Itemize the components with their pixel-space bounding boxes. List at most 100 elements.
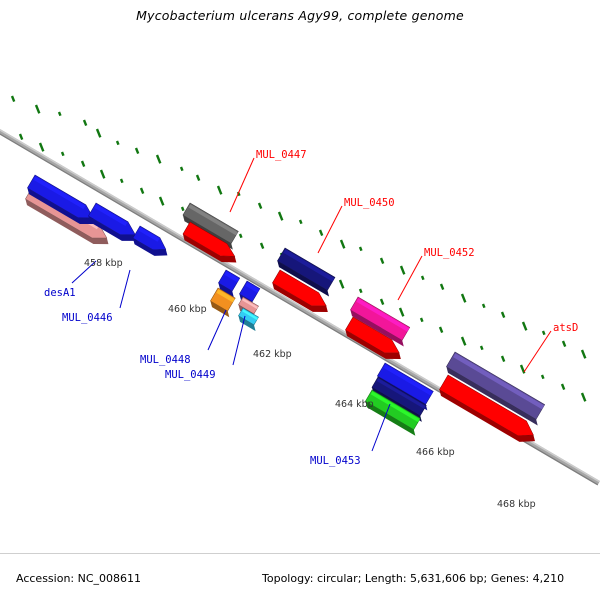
strand-tick-lower-0	[18, 133, 24, 141]
strand-tick-lower-3	[80, 160, 86, 168]
accession-text: Accession: NC_008611	[16, 572, 142, 585]
gene-label-desA1[interactable]: desA1	[44, 287, 76, 299]
leader-line-desA1	[71, 260, 97, 284]
feature-extrusion-face	[238, 315, 256, 332]
gene-feature-MUL_0446_b[interactable]	[86, 202, 143, 247]
feature-body[interactable]	[371, 376, 427, 417]
gene-label-MUL_0452[interactable]: MUL_0452	[424, 247, 475, 259]
feature-body[interactable]	[239, 280, 261, 302]
feature-body[interactable]	[210, 287, 236, 312]
feature-body[interactable]	[182, 202, 239, 244]
feature-highlight	[278, 271, 319, 297]
strand-tick-lower-2	[60, 151, 65, 157]
leader-line-MUL_0452	[397, 255, 423, 301]
feature-extrusion-face	[350, 309, 404, 347]
strand-tick-upper-4	[95, 128, 102, 138]
gene-label-MUL_0453[interactable]: MUL_0453	[310, 455, 361, 467]
leader-line-MUL_0447	[229, 157, 255, 213]
strand-tick-upper-27	[561, 340, 567, 348]
gene-feature-MUL_0450_red[interactable]	[270, 269, 334, 318]
gene-feature-atsD_red[interactable]	[437, 374, 541, 448]
gene-feature-layer[interactable]	[23, 174, 548, 448]
strand-tick-upper-25	[521, 321, 528, 331]
feature-body[interactable]	[218, 269, 241, 292]
strand-tick-upper-7	[155, 154, 162, 164]
feature-highlight	[224, 271, 240, 283]
strand-tick-upper-18	[379, 257, 385, 265]
strand-tick-lower-16	[338, 279, 345, 289]
strand-tick-layer	[10, 95, 587, 402]
feature-highlight	[376, 378, 426, 409]
feature-body[interactable]	[350, 296, 411, 341]
feature-highlight	[351, 318, 392, 344]
strand-tick-upper-23	[481, 303, 486, 309]
genome-metadata-text: Topology: circular; Length: 5,631,606 bp…	[262, 572, 565, 585]
feature-highlight	[370, 391, 420, 423]
feature-body[interactable]	[238, 307, 259, 326]
feature-highlight	[283, 249, 335, 282]
gene-feature-atsD_purple[interactable]	[444, 351, 548, 426]
strand-tick-lower-22	[460, 336, 467, 346]
strand-tick-upper-17	[358, 246, 363, 252]
gene-label-MUL_0449[interactable]: MUL_0449	[165, 369, 216, 381]
strand-tick-upper-19	[399, 265, 406, 275]
feature-highlight	[216, 289, 235, 303]
label-leader-line-layer	[71, 157, 552, 452]
strand-tick-upper-3	[82, 119, 88, 127]
feature-extrusion-face	[272, 282, 328, 312]
feature-highlight	[188, 223, 227, 248]
strand-tick-upper-26	[541, 330, 546, 336]
feature-body[interactable]	[277, 247, 336, 291]
feature-extrusion-face	[182, 234, 237, 263]
strand-tick-lower-24	[500, 355, 506, 363]
gene-feature-MUL_0446_c[interactable]	[131, 225, 174, 261]
feature-body[interactable]	[365, 389, 421, 430]
feature-highlight	[356, 298, 410, 332]
feature-extrusion-face	[439, 389, 536, 442]
strand-tick-upper-20	[420, 275, 425, 281]
ruler-label-466-kbp: 466 kbp	[416, 447, 455, 458]
feature-extrusion-face	[365, 401, 416, 436]
feature-highlight	[242, 298, 259, 309]
gene-feature-MUL_0452_red[interactable]	[343, 316, 407, 365]
feature-body[interactable]	[238, 296, 259, 315]
strand-tick-lower-28	[580, 392, 587, 402]
strand-tick-lower-20	[419, 317, 424, 323]
strand-tick-lower-19	[398, 307, 405, 317]
strand-tick-lower-6	[139, 187, 145, 195]
page-title: Mycobacterium ulcerans Agy99, complete g…	[136, 8, 464, 23]
gene-feature-MUL_0449_box3[interactable]	[236, 307, 262, 332]
gene-feature-MUL_0448_box2[interactable]	[208, 287, 239, 318]
leader-line-MUL_0448	[207, 309, 227, 351]
feature-highlight	[245, 282, 260, 293]
gene-feature-MUL_0453_green[interactable]	[363, 389, 424, 436]
gene-label-atsD[interactable]: atsD	[553, 322, 579, 334]
gene-feature-MUL_0452_mag[interactable]	[348, 296, 414, 347]
gene-label-MUL_0446[interactable]: MUL_0446	[62, 312, 113, 324]
strand-tick-upper-24	[500, 311, 506, 319]
gene-label-MUL_0447[interactable]: MUL_0447	[256, 149, 307, 161]
gene-feature-MUL_0447_red[interactable]	[181, 221, 243, 269]
gene-feature-MUL_0446_a[interactable]	[25, 174, 101, 231]
strand-tick-lower-1	[38, 142, 45, 152]
strand-tick-lower-21	[438, 326, 444, 334]
gene-feature-MUL_0448_box1[interactable]	[216, 269, 244, 298]
ruler-label-458-kbp: 458 kbp	[84, 258, 123, 269]
strand-tick-lower-25	[519, 364, 526, 374]
gene-label-MUL_0448[interactable]: MUL_0448	[140, 354, 191, 366]
leader-line-MUL_0453	[371, 403, 391, 452]
gene-label-MUL_0450[interactable]: MUL_0450	[344, 197, 395, 209]
feature-body[interactable]	[377, 362, 434, 405]
ruler-label-464-kbp: 464 kbp	[335, 399, 374, 410]
leader-line-atsD	[523, 330, 552, 373]
strand-tick-upper-16	[339, 239, 346, 249]
gene-feature-MUL_0450_navy[interactable]	[275, 247, 339, 297]
strand-tick-upper-12	[257, 202, 263, 210]
feature-body[interactable]	[446, 351, 546, 420]
ruler-label-468-kbp: 468 kbp	[497, 499, 536, 510]
strand-tick-lower-17	[358, 288, 363, 294]
strand-tick-upper-2	[57, 111, 62, 117]
feature-body[interactable]	[439, 374, 537, 442]
